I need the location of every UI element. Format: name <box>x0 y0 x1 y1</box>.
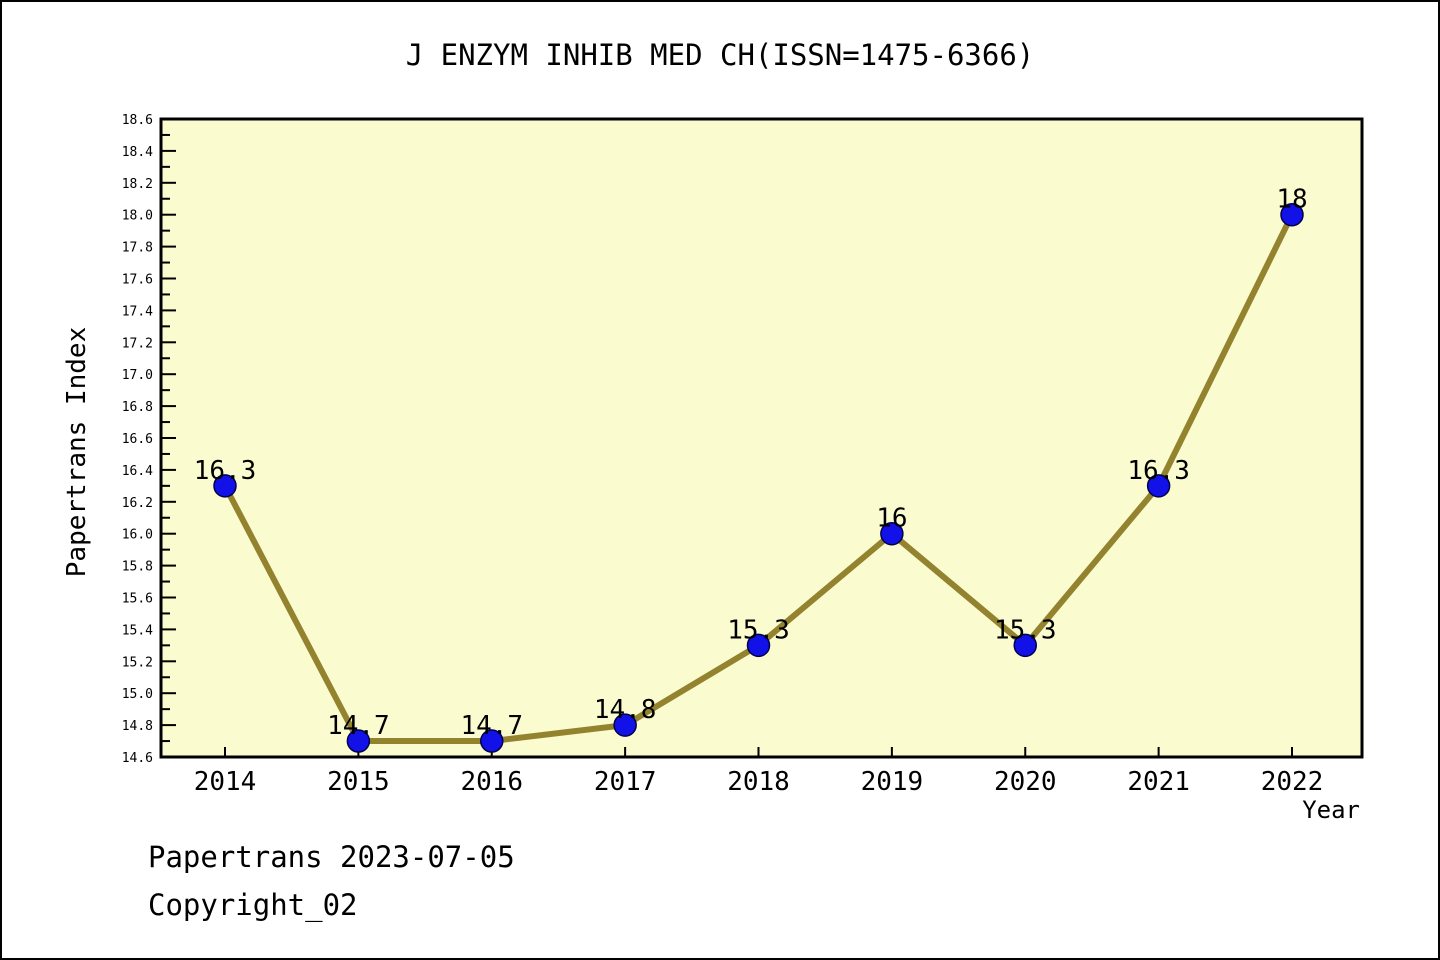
y-tick-label: 17.8 <box>122 241 153 256</box>
y-tick-label: 15.4 <box>122 623 153 638</box>
data-point-marker <box>346 729 371 753</box>
x-tick-label: 2019 <box>861 767 924 797</box>
data-point-marker <box>1280 202 1304 227</box>
data-point-marker <box>480 729 504 753</box>
footer-copyright: Copyright_02 <box>148 888 358 922</box>
y-tick-label: 14.6 <box>122 751 153 766</box>
data-point-marker <box>1146 474 1171 498</box>
x-tick-label: 2022 <box>1261 767 1324 797</box>
y-tick-label: 17.6 <box>122 273 153 288</box>
plot-border <box>159 117 1364 759</box>
data-point-marker <box>1013 633 1037 658</box>
data-point-marker <box>213 474 237 498</box>
data-point-marker <box>880 521 904 546</box>
y-tick-label: 18.2 <box>122 177 153 192</box>
data-point-label: 18 <box>1276 185 1307 215</box>
x-tick-label: 2018 <box>727 767 790 797</box>
y-tick-label: 18.6 <box>122 113 153 128</box>
y-tick-label: 18.4 <box>122 145 153 160</box>
data-point-label: 14.7 <box>460 711 523 741</box>
y-tick-label: 16.2 <box>122 496 153 511</box>
y-tick-label: 16.6 <box>122 432 153 447</box>
y-tick-label: 17.4 <box>122 304 153 319</box>
data-point-marker <box>613 713 637 737</box>
x-axis-label: Year <box>1302 796 1360 824</box>
y-tick-label: 15.6 <box>122 592 153 607</box>
data-point-label: 15.3 <box>727 615 790 645</box>
x-tick-label: 2020 <box>994 767 1057 797</box>
y-tick-label: 14.8 <box>122 719 153 734</box>
y-tick-label: 16.8 <box>122 400 153 415</box>
y-tick-label: 15.8 <box>122 560 153 575</box>
x-tick-label: 2015 <box>327 767 390 797</box>
x-tick-label: 2017 <box>594 767 657 797</box>
data-point-label: 14.8 <box>594 695 657 725</box>
data-point-marker <box>746 633 771 658</box>
y-axis-label: Papertrans Index <box>62 326 92 578</box>
x-tick-label: 2021 <box>1127 767 1190 797</box>
data-point-label: 16.3 <box>194 456 257 486</box>
y-tick-label: 15.2 <box>122 655 153 670</box>
data-point-label: 14.7 <box>327 711 390 741</box>
y-tick-label: 18.0 <box>122 209 153 224</box>
x-tick-label: 2014 <box>194 767 257 797</box>
y-tick-label: 15.0 <box>122 687 153 702</box>
data-point-label: 16 <box>876 504 907 534</box>
y-tick-label: 17.2 <box>122 336 153 351</box>
y-tick-label: 16.0 <box>122 528 153 543</box>
data-point-label: 15.3 <box>994 615 1057 645</box>
y-tick-label: 16.4 <box>122 464 153 479</box>
x-tick-label: 2016 <box>460 767 523 797</box>
footer-date: Papertrans 2023-07-05 <box>148 840 515 874</box>
y-tick-label: 17.0 <box>122 368 153 383</box>
data-point-label: 16.3 <box>1127 456 1190 486</box>
chart-title: J ENZYM INHIB MED CH(ISSN=1475-6366) <box>405 38 1035 72</box>
